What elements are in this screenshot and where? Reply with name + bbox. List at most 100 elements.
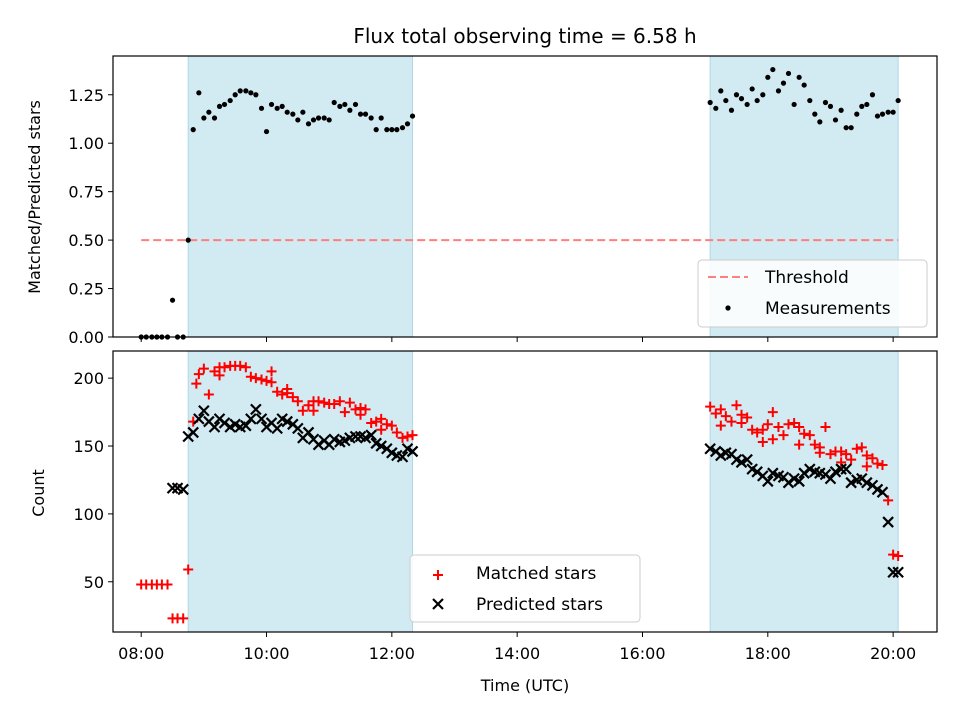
matched-star-marker xyxy=(836,446,847,457)
matched-star-marker xyxy=(287,392,298,403)
measurement-point xyxy=(749,86,755,92)
measurement-point xyxy=(185,237,191,243)
predicted-star-marker xyxy=(876,486,889,498)
measurement-point xyxy=(305,121,312,127)
measurement-point xyxy=(409,113,416,119)
predicted-star-marker xyxy=(349,430,362,443)
measurement-point xyxy=(373,127,379,133)
predicted-star-marker xyxy=(250,403,262,416)
legend-predicted-label: Predicted stars xyxy=(476,595,603,615)
predicted-star-marker xyxy=(359,432,372,444)
matched-star-marker xyxy=(235,360,246,371)
matched-star-marker xyxy=(355,403,366,414)
predicted-star-marker xyxy=(824,472,837,485)
matched-star-marker xyxy=(203,389,214,400)
measurement-point xyxy=(190,127,196,133)
predicted-star-marker xyxy=(882,516,894,528)
measurement-point xyxy=(885,109,891,115)
measurement-point xyxy=(169,297,176,303)
measurement-point xyxy=(279,103,285,109)
matched-star-marker xyxy=(710,408,721,419)
measurement-point xyxy=(812,111,818,117)
matched-star-marker xyxy=(872,458,883,469)
matched-star-marker xyxy=(407,430,418,441)
top-y-tick-label: 1.00 xyxy=(68,134,104,153)
bottom-x-tick-label: 16:00 xyxy=(619,644,665,663)
matched-star-marker xyxy=(715,420,726,431)
measurement-point xyxy=(290,111,296,117)
bottom-y-axis-label: Count xyxy=(29,469,48,517)
matched-star-marker xyxy=(877,460,888,471)
bottom-x-tick-label: 08:00 xyxy=(118,644,164,663)
predicted-star-marker xyxy=(365,429,377,441)
matched-star-marker xyxy=(804,430,815,441)
matched-star-marker xyxy=(266,366,277,377)
matched-star-marker xyxy=(825,449,836,460)
matched-star-marker xyxy=(209,366,220,377)
matched-star-marker xyxy=(266,377,277,388)
matched-star-marker xyxy=(178,613,189,624)
measurement-point xyxy=(728,107,735,113)
matched-star-marker xyxy=(360,404,371,415)
top-y-tick-label: 0.00 xyxy=(68,328,104,347)
predicted-star-marker xyxy=(281,415,293,428)
top-panel: 0.00 0.25 0.50 0.75 1.00 1.25 Threshold Measure… xyxy=(68,55,938,347)
measurement-point xyxy=(284,109,290,115)
matched-star-marker xyxy=(250,373,261,384)
matched-star-marker xyxy=(715,404,726,415)
matched-star-marker xyxy=(757,424,768,435)
measurement-point xyxy=(854,111,860,117)
matched-star-marker xyxy=(773,422,784,433)
measurement-point xyxy=(321,115,327,121)
predicted-star-marker xyxy=(887,566,899,579)
predicted-star-marker xyxy=(177,483,189,496)
matched-star-marker xyxy=(720,411,731,422)
predicted-star-marker xyxy=(892,566,904,579)
measurement-point xyxy=(838,107,844,113)
measurement-point xyxy=(315,115,322,121)
measurement-point xyxy=(337,103,343,109)
bottom-x-tick-label: 20:00 xyxy=(870,644,916,663)
matched-star-marker xyxy=(214,370,225,381)
measurement-point xyxy=(754,97,760,104)
measurement-point xyxy=(357,111,364,117)
legend-predicted-swatch xyxy=(432,598,444,610)
matched-star-marker xyxy=(240,362,251,373)
bottom-shaded-span xyxy=(709,350,899,633)
measurement-point xyxy=(384,127,390,133)
predicted-star-marker xyxy=(312,438,325,451)
matched-star-marker xyxy=(726,416,737,427)
measurement-point xyxy=(378,115,384,121)
matched-star-marker xyxy=(256,374,267,385)
matched-star-marker xyxy=(191,378,202,389)
measurement-point xyxy=(404,121,411,127)
measurement-point xyxy=(895,97,901,104)
matched-star-marker xyxy=(193,369,204,380)
predicted-star-marker xyxy=(166,482,179,494)
bottom-y-tick-label: 50 xyxy=(84,573,104,592)
measurement-point xyxy=(326,117,332,123)
predicted-star-marker xyxy=(798,467,810,479)
top-axes-frame xyxy=(112,55,938,338)
measurement-point xyxy=(713,105,719,111)
measurement-point xyxy=(274,105,280,111)
measurement-point xyxy=(310,117,317,123)
legend-box xyxy=(409,554,641,623)
measurement-point xyxy=(859,103,865,109)
matched-star-marker xyxy=(747,424,758,435)
matched-star-marker xyxy=(344,397,355,408)
matched-star-marker xyxy=(778,430,789,441)
measurement-point xyxy=(780,80,787,86)
matched-star-marker xyxy=(861,450,872,461)
matched-star-marker xyxy=(391,427,402,438)
matched-star-marker xyxy=(820,422,831,433)
bottom-x-tick-label: 18:00 xyxy=(745,644,791,663)
measurement-point xyxy=(718,88,724,94)
measurement-point xyxy=(785,70,792,77)
matched-star-marker xyxy=(846,454,857,465)
measurement-point xyxy=(237,88,243,94)
bottom-x-tick-label: 14:00 xyxy=(494,644,540,663)
measurement-point xyxy=(216,103,223,109)
bottom-shaded-span xyxy=(187,350,414,633)
